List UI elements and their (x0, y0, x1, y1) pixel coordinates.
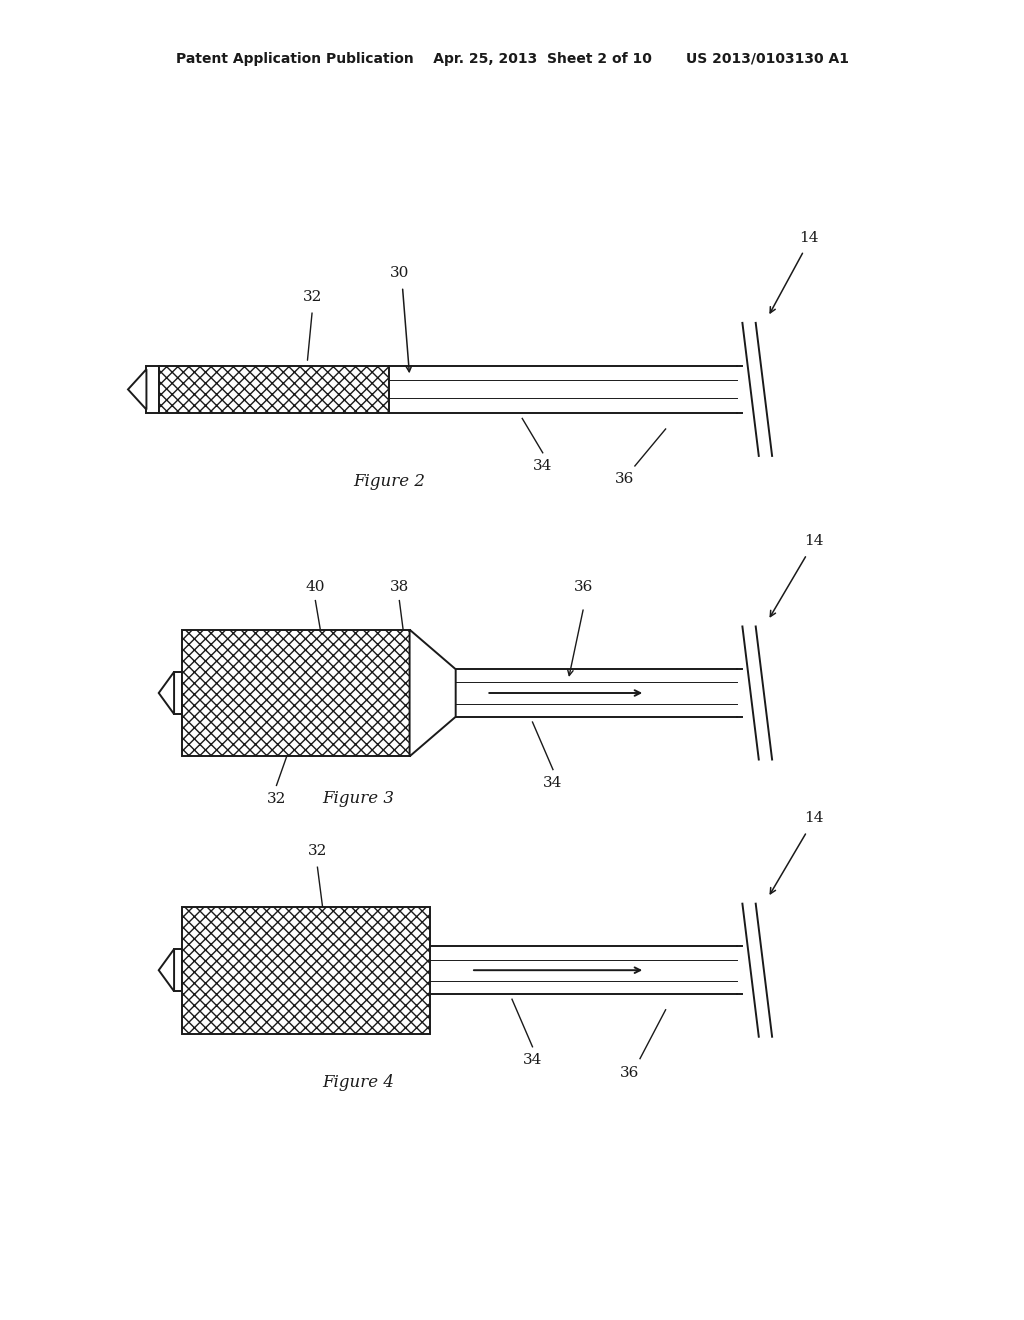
Text: Figure 3: Figure 3 (323, 791, 394, 807)
Text: Patent Application Publication    Apr. 25, 2013  Sheet 2 of 10       US 2013/010: Patent Application Publication Apr. 25, … (175, 53, 849, 66)
Polygon shape (128, 370, 146, 409)
Bar (174, 949, 182, 991)
Polygon shape (410, 630, 456, 756)
Bar (159, 366, 389, 413)
Bar (182, 630, 410, 756)
Text: 30: 30 (390, 267, 409, 280)
Text: 34: 34 (523, 1053, 542, 1067)
Bar (174, 672, 182, 714)
Text: 36: 36 (574, 581, 593, 594)
Text: 34: 34 (544, 776, 562, 789)
Text: Figure 4: Figure 4 (323, 1074, 394, 1090)
Text: 38: 38 (390, 581, 409, 594)
Text: 32: 32 (267, 792, 286, 805)
Text: Figure 2: Figure 2 (353, 474, 425, 490)
Bar (182, 907, 430, 1034)
Text: 36: 36 (621, 1067, 639, 1080)
Text: 34: 34 (534, 459, 552, 473)
Bar (146, 366, 159, 413)
Text: 32: 32 (308, 845, 327, 858)
Text: 32: 32 (303, 290, 322, 304)
Text: 40: 40 (305, 581, 326, 594)
Polygon shape (159, 949, 174, 991)
Text: 36: 36 (615, 473, 634, 486)
Text: 14: 14 (804, 535, 824, 548)
Text: 14: 14 (799, 231, 819, 244)
Polygon shape (159, 672, 174, 714)
Text: 14: 14 (804, 812, 824, 825)
